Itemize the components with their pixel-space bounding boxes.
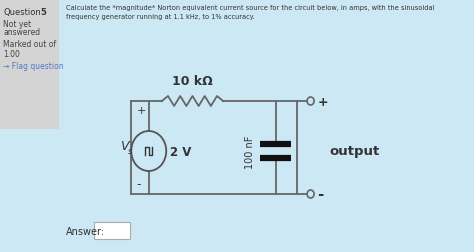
Text: +: + [318,95,328,108]
Text: answered: answered [3,28,41,37]
Text: -: - [137,177,141,190]
Text: 5: 5 [40,8,46,17]
Text: Answer:: Answer: [65,226,105,236]
Bar [0,0,60,130]
Text: +: + [137,106,146,115]
Text: 1.00: 1.00 [3,50,20,59]
Text: V: V [120,140,128,153]
Text: Calculate the *magnitude* Norton equivalent current source for the circuit below: Calculate the *magnitude* Norton equival… [65,5,434,11]
Bar [94,222,130,239]
Text: 100 nF: 100 nF [245,135,255,168]
Text: 10 kΩ: 10 kΩ [172,75,213,88]
Text: → Flag question: → Flag question [3,62,64,71]
Text: Marked out of: Marked out of [3,40,56,49]
Circle shape [307,190,314,198]
Text: Question: Question [3,8,41,17]
Text: Not yet: Not yet [3,20,32,29]
Text: -: - [318,187,324,202]
Circle shape [307,98,314,106]
Text: output: output [330,145,380,158]
Text: 2 V: 2 V [170,145,191,158]
Text: s: s [128,147,132,156]
Text: frequency generator running at 1.1 kHz, to 1% accuracy.: frequency generator running at 1.1 kHz, … [65,14,255,20]
